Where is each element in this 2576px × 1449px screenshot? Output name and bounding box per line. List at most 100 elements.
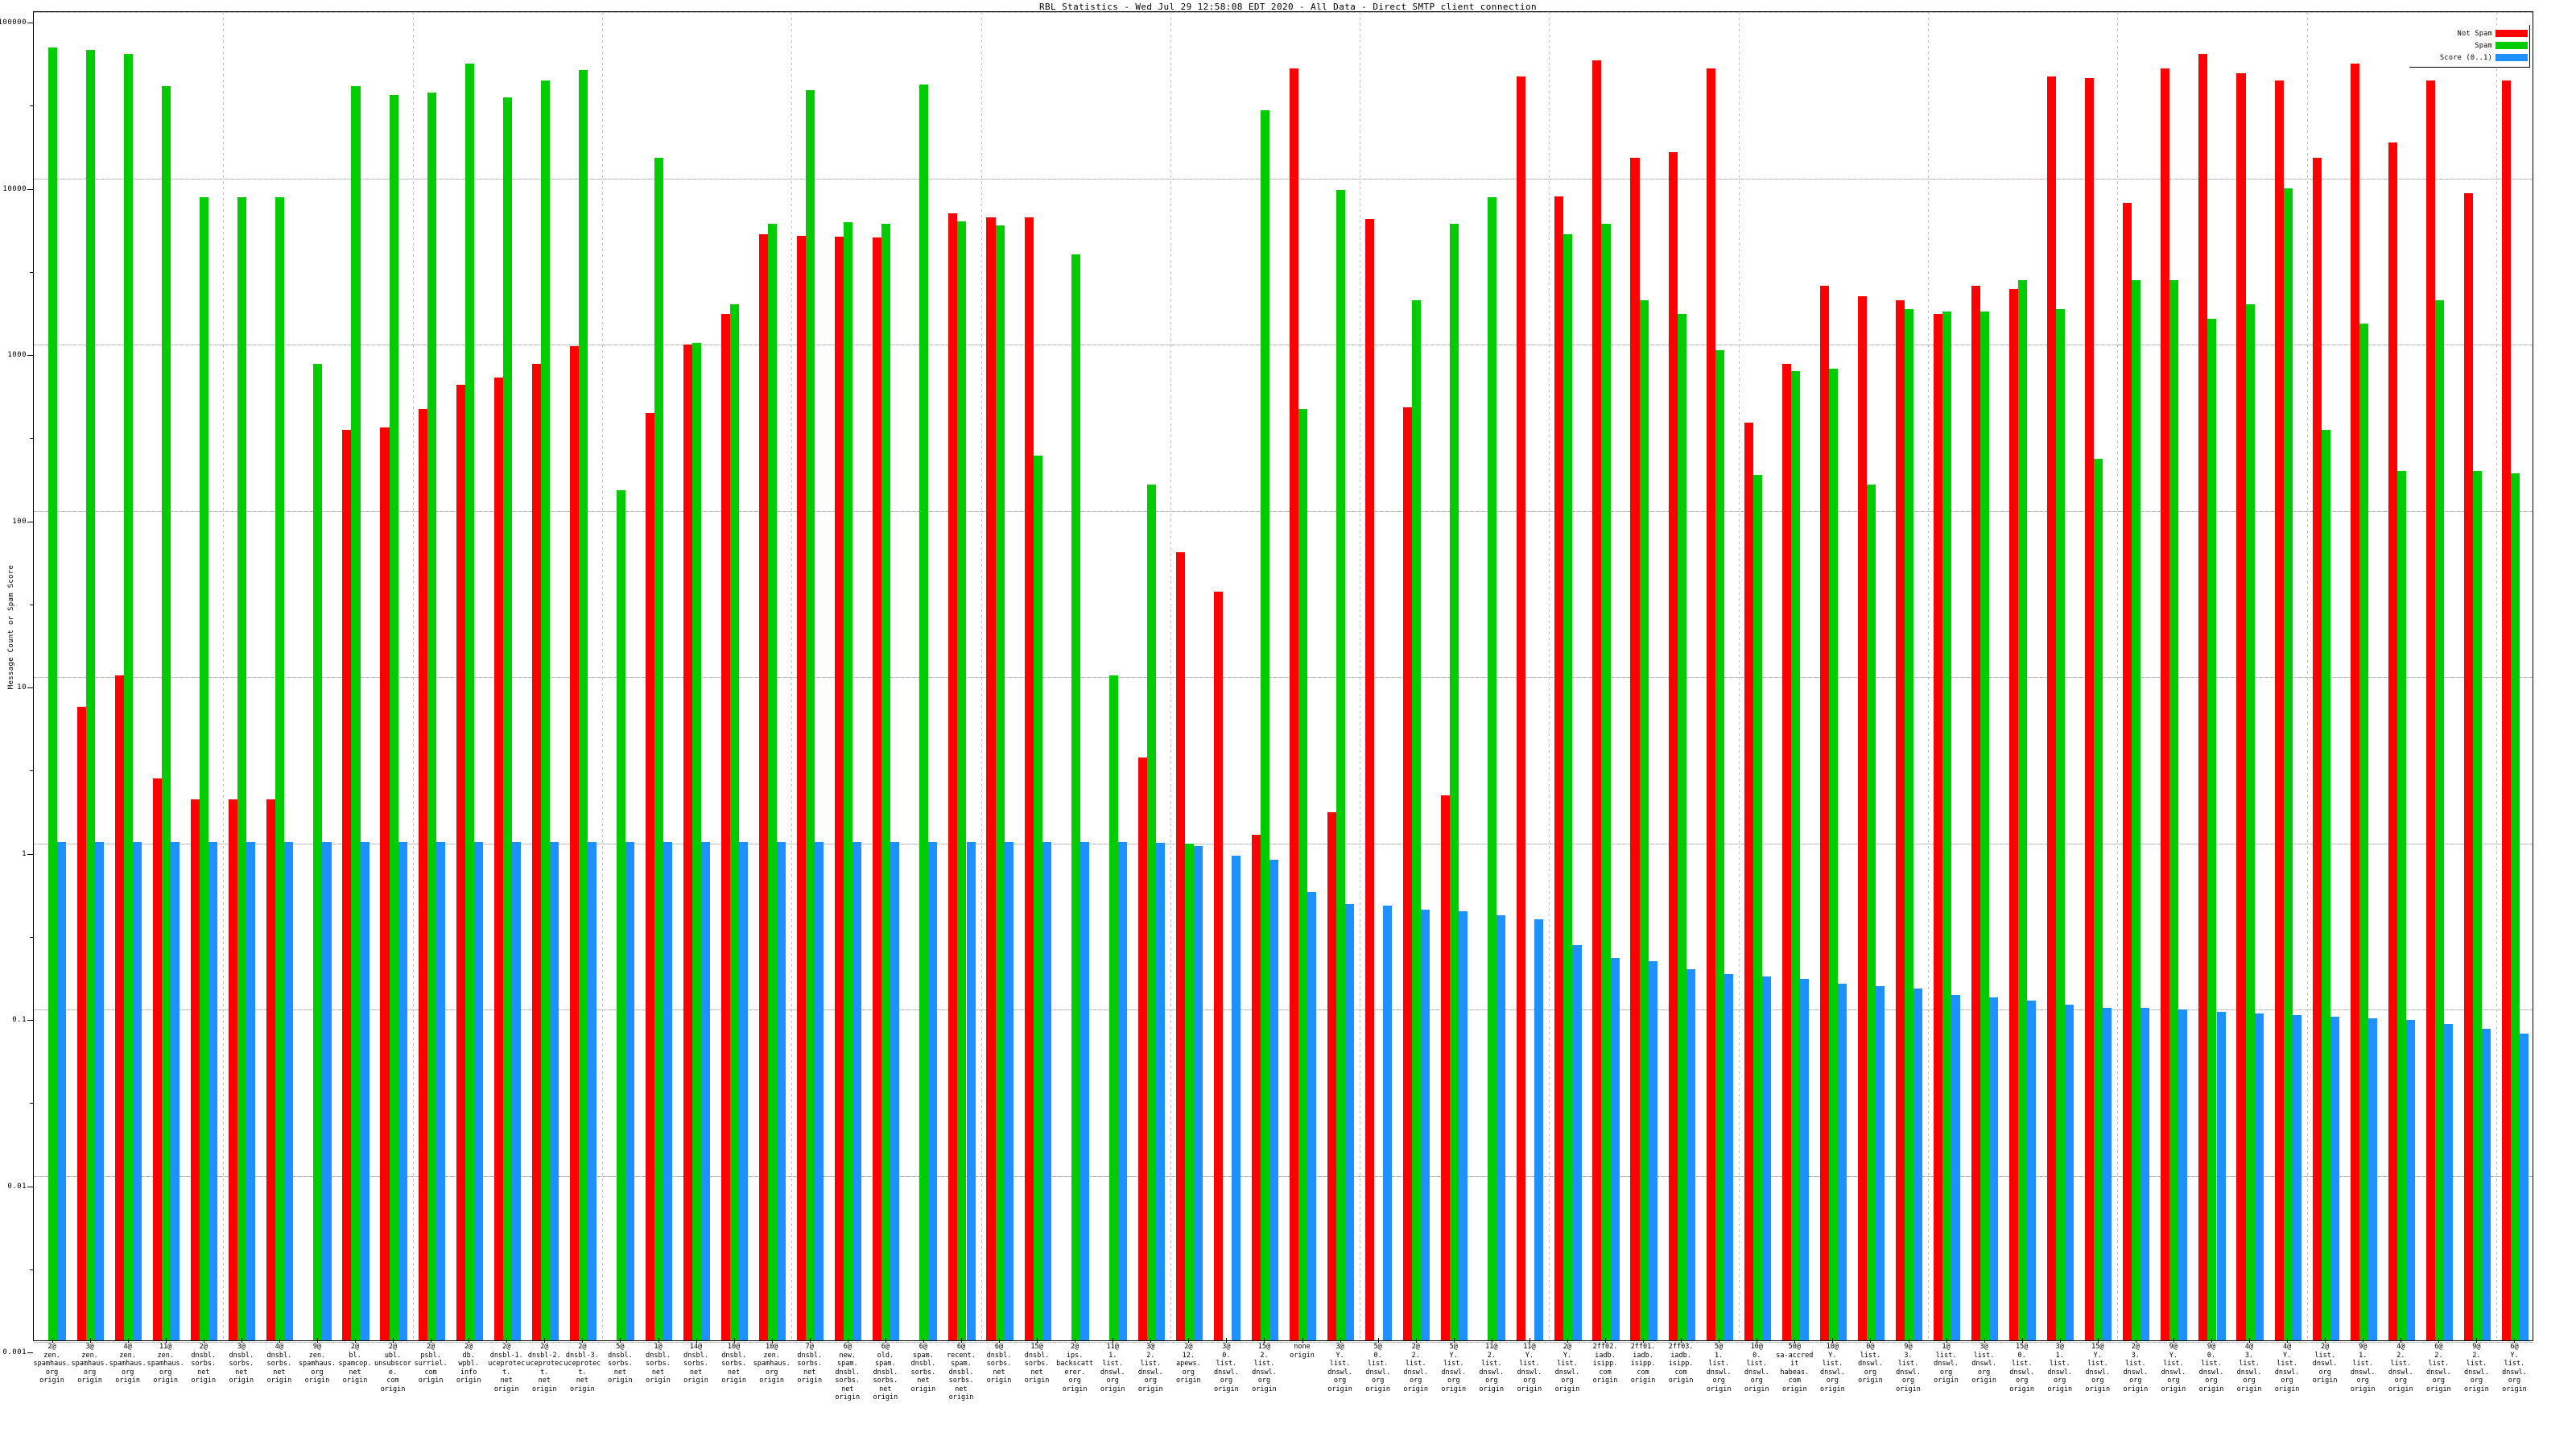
bar-group — [986, 12, 1013, 1340]
x-tick-mark — [733, 1338, 735, 1343]
x-tick-label: 3@ dnsbl. sorbs. net origin — [229, 1343, 254, 1385]
bar-score — [1761, 976, 1771, 1340]
bar-score — [436, 841, 445, 1340]
bar-not-spam — [380, 427, 390, 1340]
bar-not-spam — [986, 217, 996, 1340]
legend-label-not-spam: Not Spam — [2457, 29, 2492, 38]
bar-not-spam — [2312, 157, 2322, 1340]
bar-score — [1875, 986, 1885, 1340]
bar-spam — [124, 53, 134, 1340]
bar-group — [683, 12, 711, 1340]
x-tick-mark — [1340, 1338, 1341, 1343]
bar-group — [2350, 12, 2377, 1340]
bar-spam — [1336, 190, 1346, 1340]
x-tick-label: 10@ dnsbl. sorbs. net origin — [721, 1343, 746, 1385]
bar-score — [1686, 969, 1695, 1340]
bar-spam — [1260, 110, 1269, 1340]
plot-area: Not Spam Spam Score (0..1) — [33, 11, 2533, 1343]
bar-group — [608, 12, 634, 1340]
x-tick-mark — [2325, 1338, 2326, 1343]
y-tick-label: 1 — [22, 849, 27, 858]
bar-score — [57, 841, 67, 1340]
gridline-horizontal — [34, 178, 2533, 180]
x-tick-label: 2@ dnsbl. sorbs. net origin — [191, 1343, 217, 1385]
bar-group — [266, 12, 294, 1340]
y-tick-mark — [27, 1020, 33, 1021]
bar-group — [456, 12, 483, 1340]
bar-score — [701, 841, 711, 1340]
bar-not-spam — [2463, 192, 2473, 1340]
bar-not-spam — [1289, 68, 1298, 1340]
gridline-vertical — [2496, 12, 2497, 1340]
x-tick-label: 5@ 0. list. dnswl. org origin — [1365, 1343, 1390, 1393]
bar-spam — [464, 63, 474, 1340]
bar-group — [1517, 12, 1544, 1340]
bar-not-spam — [456, 385, 465, 1340]
bar-not-spam — [683, 344, 693, 1340]
bar-spam — [427, 93, 436, 1340]
bar-spam — [1980, 311, 1990, 1340]
x-tick-mark — [1567, 1338, 1568, 1343]
bar-group — [835, 12, 862, 1340]
bar-score — [587, 841, 597, 1340]
x-tick-mark — [1832, 1338, 1834, 1343]
bar-not-spam — [569, 345, 579, 1340]
bar-spam — [2056, 308, 2066, 1340]
legend-swatch-score — [2496, 54, 2528, 61]
x-tick-label: 4@ zen. spamhaus. org origin — [109, 1343, 147, 1385]
x-tick-mark — [1870, 1338, 1872, 1343]
x-tick-mark — [620, 1338, 621, 1343]
gridline-vertical — [1170, 12, 1171, 1340]
bar-group — [1971, 12, 1999, 1340]
bar-group — [493, 12, 521, 1340]
x-tick-label: 2@ ips. backscatterer. org origin — [1056, 1343, 1094, 1393]
legend-item-not-spam: Not Spam — [2409, 28, 2528, 39]
x-tick-label: 1@ list. dnswl. org origin — [1934, 1343, 1959, 1385]
bar-group — [2047, 12, 2074, 1340]
x-tick-mark — [809, 1338, 811, 1343]
x-tick-label: 6@ Y. list. dnswl. org origin — [2502, 1343, 2527, 1393]
chart-legend: Not Spam Spam Score (0..1) — [2409, 25, 2530, 68]
bar-spam — [1942, 311, 1952, 1340]
x-tick-mark — [506, 1338, 508, 1343]
bar-score — [1155, 843, 1165, 1340]
bar-spam — [1715, 350, 1724, 1340]
bar-not-spam — [1213, 591, 1223, 1340]
bar-not-spam — [1137, 758, 1147, 1340]
bar-score — [2368, 1018, 2377, 1340]
bar-group — [418, 12, 445, 1340]
gridline-vertical — [223, 12, 225, 1340]
bar-spam — [1639, 300, 1649, 1340]
bar-not-spam — [1592, 60, 1602, 1340]
bar-spam — [995, 225, 1005, 1340]
x-tick-mark — [1302, 1338, 1303, 1343]
x-tick-label: 9@ Y. list. dnswl. org origin — [2161, 1343, 2186, 1393]
bar-spam — [1108, 675, 1118, 1340]
bar-score — [928, 841, 938, 1340]
bar-group — [2501, 12, 2529, 1340]
x-tick-label: 4@ dnsbl. sorbs. net origin — [266, 1343, 292, 1385]
x-tick-label: 2@ 3. list. dnswl. org origin — [2123, 1343, 2149, 1393]
y-tick-mark — [27, 355, 33, 356]
bar-spam — [881, 224, 891, 1340]
bar-score — [1080, 841, 1089, 1340]
bar-spam — [1790, 370, 1800, 1340]
x-tick-mark — [771, 1338, 773, 1343]
x-tick-label: 6@ spam. dnsbl. sorbs. net origin — [910, 1343, 936, 1393]
x-tick-label: 4@ Y. list. dnswl. org origin — [2274, 1343, 2300, 1393]
bar-score — [1534, 919, 1544, 1340]
bar-spam — [578, 69, 588, 1340]
bar-spam — [162, 86, 171, 1340]
bar-not-spam — [759, 234, 769, 1340]
x-tick-label: 3@ 2. list. dnswl. org origin — [1137, 1343, 1163, 1393]
x-tick-label: 5@ Y. list. dnswl. org origin — [1441, 1343, 1467, 1393]
bar-not-spam — [493, 377, 503, 1340]
x-tick-label: 2@ 2. list. dnswl. org origin — [1403, 1343, 1429, 1393]
bar-group — [115, 12, 142, 1340]
x-tick-mark — [127, 1338, 129, 1343]
bar-score — [511, 841, 521, 1340]
bar-score — [2443, 1024, 2453, 1340]
bar-spam — [1071, 254, 1080, 1340]
bar-not-spam — [1630, 157, 1640, 1340]
x-tick-label: 9@ 0. list. dnswl. org origin — [2198, 1343, 2224, 1393]
